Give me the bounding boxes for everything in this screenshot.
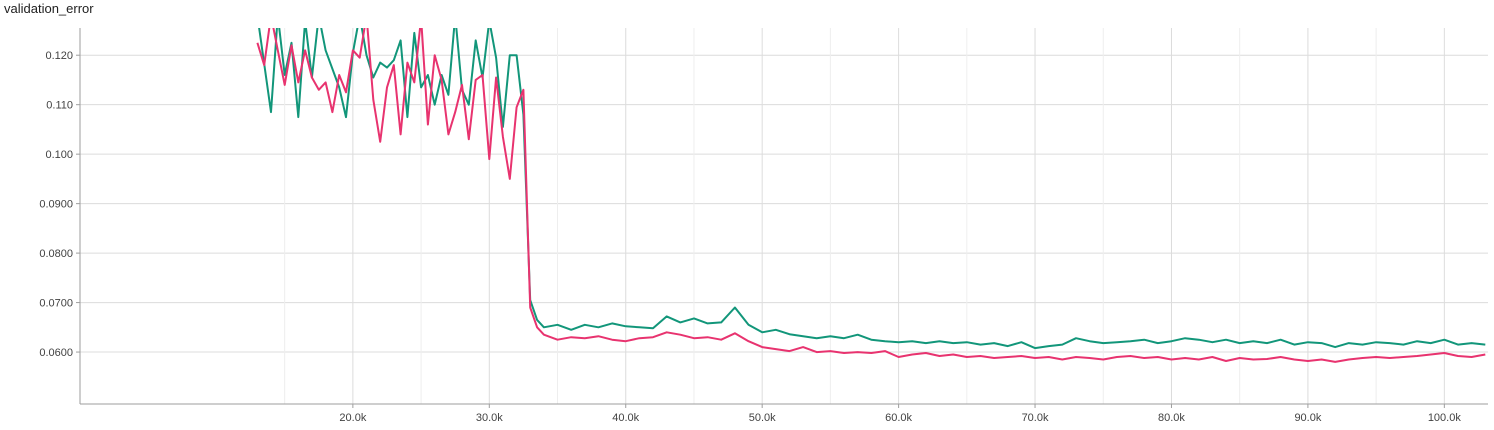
y-tick-label: 0.120 [45,50,73,62]
x-tick-label: 30.0k [476,412,503,424]
y-tick-label: 0.0600 [39,347,73,359]
series-line-1 [256,28,1486,363]
grid-lines [80,28,1488,404]
y-tick-label: 0.0700 [39,298,73,310]
series-line-0 [258,28,1486,350]
y-tick-label: 0.110 [46,100,73,112]
y-axis-tick-labels: 0.0600 0.0700 0.0800 0.0900 0.100 0.110 0.120 [39,50,73,359]
x-tick-label: 60.0k [885,412,912,424]
x-tick-label: 80.0k [1158,412,1185,424]
x-tick-label: 90.0k [1294,412,1321,424]
axes [76,28,1488,408]
x-tick-label: 40.0k [612,412,639,424]
y-tick-label: 0.0900 [39,199,73,211]
y-tick-label: 0.100 [45,149,73,161]
x-tick-label: 100.0k [1428,412,1462,424]
chart-title: validation_error [4,1,94,16]
x-tick-label: 20.0k [339,412,366,424]
series-lines [256,28,1486,363]
y-tick-label: 0.0800 [39,248,73,260]
x-tick-label: 70.0k [1022,412,1049,424]
x-tick-label: 50.0k [749,412,776,424]
x-axis-tick-labels: 20.0k 30.0k 40.0k 50.0k 60.0k 70.0k 80.0k 90.0k… [339,412,1461,424]
